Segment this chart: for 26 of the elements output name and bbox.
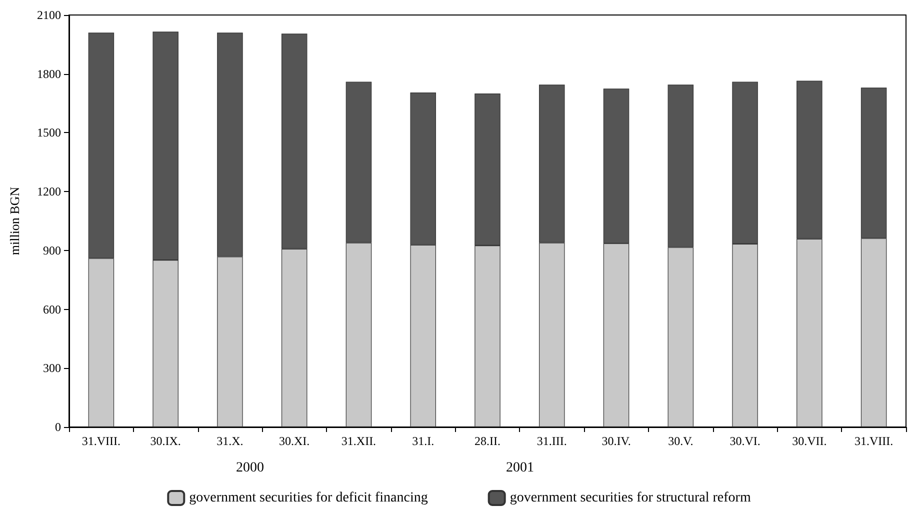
y-tick-label: 1500 [37, 126, 61, 140]
y-axis-title: million BGN [7, 186, 22, 256]
x-tick-label: 31.VIII. [82, 434, 121, 448]
x-tick-label: 28.II. [474, 434, 500, 448]
y-tick-label: 2100 [37, 8, 61, 22]
y-tick-label: 600 [43, 302, 61, 316]
y-tick-label: 300 [43, 361, 61, 376]
text: 2000 [236, 460, 264, 476]
x-tick-label: 31.X. [216, 434, 244, 448]
x-tick-label: 31.VIII. [854, 434, 894, 448]
y-tick-label: 1800 [37, 66, 61, 81]
x-tick-label: 30.VI. [730, 434, 760, 448]
x-tick-label: 30.VII. [792, 434, 827, 448]
x-tick-label: 30.XI. [279, 434, 310, 448]
y-tick-label: 1200 [37, 184, 61, 199]
x-tick-label: 30.V. [668, 434, 694, 448]
x-tick-label: 30.IX. [150, 434, 181, 448]
legend-label: government securities for structural reform [510, 490, 751, 506]
x-tick-label: 31.I. [412, 434, 434, 448]
x-tick-label: 30.IV. [602, 434, 631, 448]
x-tick-label: 31.XII. [341, 434, 376, 448]
x-tick-label: 31.III. [536, 434, 567, 448]
text: 2001 [506, 460, 534, 476]
y-tick-label: 0 [55, 420, 61, 434]
legend-label: government securities for deficit financing [189, 490, 428, 506]
y-tick-label: 900 [43, 243, 61, 258]
